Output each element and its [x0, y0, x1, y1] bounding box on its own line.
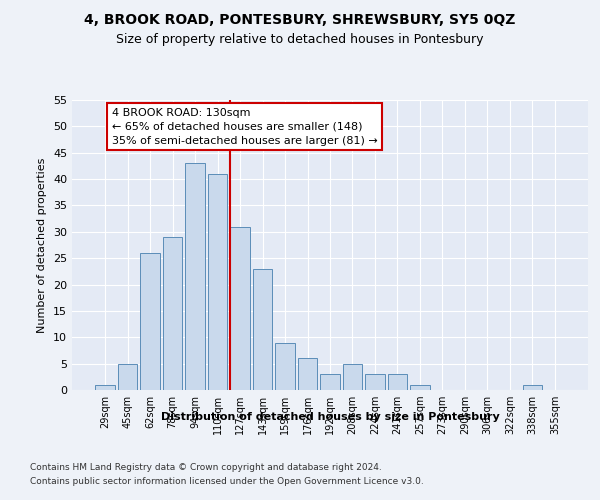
Bar — [298, 358, 317, 390]
Text: Distribution of detached houses by size in Pontesbury: Distribution of detached houses by size … — [161, 412, 499, 422]
Text: Contains public sector information licensed under the Open Government Licence v3: Contains public sector information licen… — [30, 478, 424, 486]
Text: Size of property relative to detached houses in Pontesbury: Size of property relative to detached ho… — [116, 32, 484, 46]
Bar — [523, 384, 542, 390]
Bar — [208, 174, 227, 390]
Bar — [343, 364, 362, 390]
Bar — [320, 374, 340, 390]
Bar — [95, 384, 115, 390]
Bar — [163, 237, 182, 390]
Bar — [275, 342, 295, 390]
Bar — [140, 253, 160, 390]
Bar — [410, 384, 430, 390]
Bar — [365, 374, 385, 390]
Text: 4, BROOK ROAD, PONTESBURY, SHREWSBURY, SY5 0QZ: 4, BROOK ROAD, PONTESBURY, SHREWSBURY, S… — [85, 12, 515, 26]
Text: 4 BROOK ROAD: 130sqm
← 65% of detached houses are smaller (148)
35% of semi-deta: 4 BROOK ROAD: 130sqm ← 65% of detached h… — [112, 108, 377, 146]
Bar — [388, 374, 407, 390]
Bar — [230, 226, 250, 390]
Bar — [253, 268, 272, 390]
Text: Contains HM Land Registry data © Crown copyright and database right 2024.: Contains HM Land Registry data © Crown c… — [30, 462, 382, 471]
Bar — [118, 364, 137, 390]
Y-axis label: Number of detached properties: Number of detached properties — [37, 158, 47, 332]
Bar — [185, 164, 205, 390]
